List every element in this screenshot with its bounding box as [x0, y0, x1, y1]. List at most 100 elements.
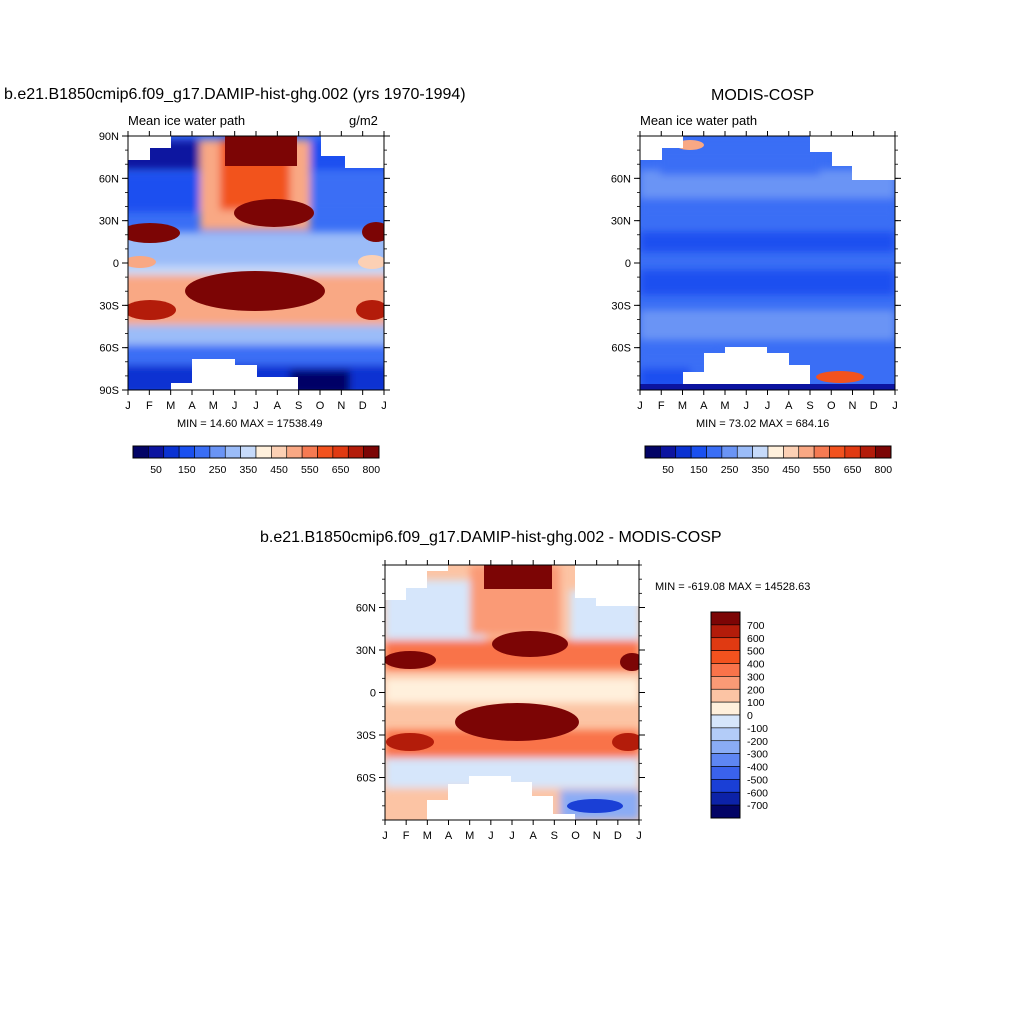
panel3-colorbar-box	[710, 791, 741, 806]
panel2-colorbar-label: 150	[690, 464, 708, 476]
panel3-colorbar-box	[710, 740, 741, 754]
panel1-colorbar-box	[224, 445, 241, 459]
panel3-colorbar-box	[710, 624, 741, 639]
panel2-ytick-label: 0	[625, 258, 631, 270]
panel1-colorbar-label: 800	[363, 464, 381, 476]
panel3-ytick-label: 30N	[356, 645, 376, 657]
panel1-xtick-label: A	[188, 400, 196, 412]
panel3-colorbar-label: -500	[747, 774, 768, 786]
panel3-colorbar-box	[710, 727, 741, 742]
panel1-left-label: Mean ice water path	[128, 113, 246, 128]
panel2-xtick-label: S	[806, 400, 813, 412]
panel3-ytick-label: 60S	[356, 773, 376, 785]
panel1-ytick-label: 90N	[99, 131, 119, 143]
panel3-colorbar-label: 700	[747, 620, 765, 632]
panel2-ytick-label: 30S	[611, 300, 631, 312]
panel1-colorbar-label: 550	[301, 464, 319, 476]
panel3-xtick-label: D	[614, 830, 622, 842]
panel1-colorbar-box	[148, 445, 165, 459]
panel2-xtick-label: A	[785, 400, 793, 412]
panel3-colorbar-box	[710, 688, 741, 703]
panel3-title: b.e21.B1850cmip6.f09_g17.DAMIP-hist-ghg.…	[260, 529, 722, 546]
panel2-xtick-label: A	[700, 400, 708, 412]
panel2-xtick-label: J	[765, 400, 771, 412]
panel2-colorbar-box	[829, 445, 846, 459]
panel2-xtick-label: J	[744, 400, 750, 412]
panel2-colorbar-label: 350	[752, 464, 770, 476]
panel3-ytick-label: 0	[370, 688, 376, 700]
panel2-colorbar-box	[798, 445, 815, 459]
panel3-colorbar-label: 400	[747, 659, 765, 671]
panel2-xtick-label: J	[892, 400, 898, 412]
panel1-ytick-label: 30N	[99, 216, 119, 228]
panel2-colorbar-box	[644, 445, 661, 459]
panel2-colorbar-label: 50	[662, 464, 674, 476]
panel2-colorbar-box	[706, 445, 723, 459]
panel3-colorbar-box	[710, 637, 741, 651]
panel3-xtick-label: M	[465, 830, 474, 842]
panel1-colorbar-label: 150	[178, 464, 196, 476]
panel3-stats: MIN = -619.08 MAX = 14528.63	[655, 581, 811, 593]
panel3-colorbar-label: 200	[747, 684, 765, 696]
panel2-colorbar-label: 800	[875, 464, 893, 476]
panel2-title: MODIS-COSP	[711, 87, 815, 104]
panel3-colorbar-label: -600	[747, 787, 768, 799]
panel1-xtick-label: S	[295, 400, 302, 412]
panel1-xtick-label: D	[359, 400, 367, 412]
panel1-title: b.e21.B1850cmip6.f09_g17.DAMIP-hist-ghg.…	[4, 86, 466, 103]
panel1-colorbar-box	[209, 445, 226, 459]
panel3-xtick-label: A	[445, 830, 453, 842]
panel1-colorbar-box	[178, 445, 195, 459]
panel3-xtick-label: F	[403, 830, 410, 842]
panel2-colorbar-box	[721, 445, 738, 459]
panel3-colorbar-box	[710, 663, 741, 677]
panel1-colorbar-box	[347, 445, 364, 459]
panel2-colorbar-box	[859, 445, 876, 459]
panel1-colorbar-label: 50	[150, 464, 162, 476]
panel2-colorbar-label: 250	[721, 464, 739, 476]
panel1-units: g/m2	[349, 113, 378, 128]
panel2-colorbar-box	[875, 445, 892, 459]
panel3-xtick-label: A	[529, 830, 537, 842]
panel1-stats: MIN = 14.60 MAX = 17538.49	[177, 418, 323, 430]
panel3-colorbar-label: -100	[747, 723, 768, 735]
panel1-xtick-label: M	[209, 400, 218, 412]
panel3-colorbar-label: -200	[747, 736, 768, 748]
panel3-colorbar-box	[710, 753, 741, 767]
panel1-colorbar-box	[132, 445, 149, 459]
panel2-xtick-label: O	[827, 400, 836, 412]
panel1-colorbar-box	[271, 445, 288, 459]
panel1-xtick-label: N	[337, 400, 345, 412]
panel3-colorbar-label: -300	[747, 749, 768, 761]
panel3-xtick-label: J	[636, 830, 642, 842]
panel1-ytick-label: 60N	[99, 173, 119, 185]
panel1-xtick-label: J	[381, 400, 387, 412]
panel2-colorbar-box	[783, 445, 800, 459]
panel3-xtick-label: J	[382, 830, 388, 842]
panel2-xtick-label: D	[870, 400, 878, 412]
panel1-colorbar-label: 450	[270, 464, 288, 476]
panel2-colorbar-label: 650	[844, 464, 862, 476]
panel3-ytick-label: 30S	[356, 730, 376, 742]
panel1-ytick-label: 60S	[99, 343, 119, 355]
panel1-colorbar-box	[363, 445, 380, 459]
panel3-colorbar-label: -400	[747, 762, 768, 774]
panel1-colorbar-box	[255, 445, 272, 459]
panel3-colorbar-box	[710, 676, 741, 690]
panel1-ytick-label: 90S	[99, 385, 119, 397]
panel2-colorbar-box	[675, 445, 692, 459]
panel3-colorbar-box	[710, 701, 741, 716]
panel1-xtick-label: A	[274, 400, 282, 412]
panel2-colorbar-box	[660, 445, 677, 459]
panel1-xtick-label: M	[166, 400, 175, 412]
panel1-colorbar-box	[301, 445, 318, 459]
panel3-colorbar-box	[710, 650, 741, 664]
panel2-ytick-label: 30N	[611, 216, 631, 228]
panel3-colorbar-box	[710, 779, 741, 793]
panel3-xtick-label: J	[488, 830, 494, 842]
panel1-colorbar-label: 350	[240, 464, 258, 476]
panel2-colorbar-label: 450	[782, 464, 800, 476]
